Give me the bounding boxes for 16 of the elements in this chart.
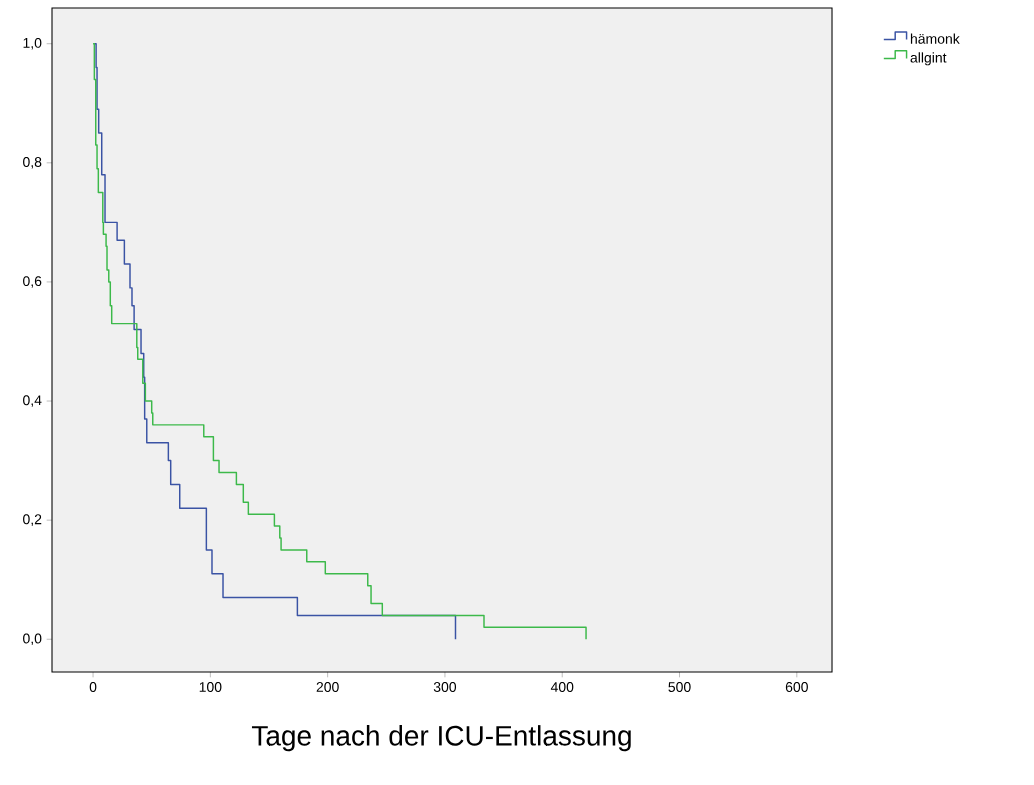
y-tick-label: 0,2 bbox=[23, 514, 42, 526]
legend-label: allgint bbox=[910, 52, 947, 66]
x-tick-label: 100 bbox=[199, 682, 222, 692]
y-tick-label: 0,0 bbox=[23, 633, 42, 646]
legend-label: hämonk bbox=[910, 33, 960, 44]
x-tick-label: 500 bbox=[668, 682, 691, 692]
x-tick-label: 200 bbox=[316, 682, 339, 692]
y-tick-label: 0,6 bbox=[23, 276, 42, 288]
y-tick-label: 1,0 bbox=[23, 37, 42, 50]
x-tick-label: 0 bbox=[89, 682, 97, 692]
x-tick-label: 300 bbox=[433, 682, 457, 692]
x-axis-title: Tage nach der ICU-Entlassung bbox=[251, 725, 631, 752]
y-tick-label: 0,4 bbox=[23, 395, 42, 407]
x-tick-label: 400 bbox=[550, 682, 574, 692]
x-tick-label: 600 bbox=[785, 682, 808, 692]
y-tick-label: 0,8 bbox=[23, 157, 42, 169]
